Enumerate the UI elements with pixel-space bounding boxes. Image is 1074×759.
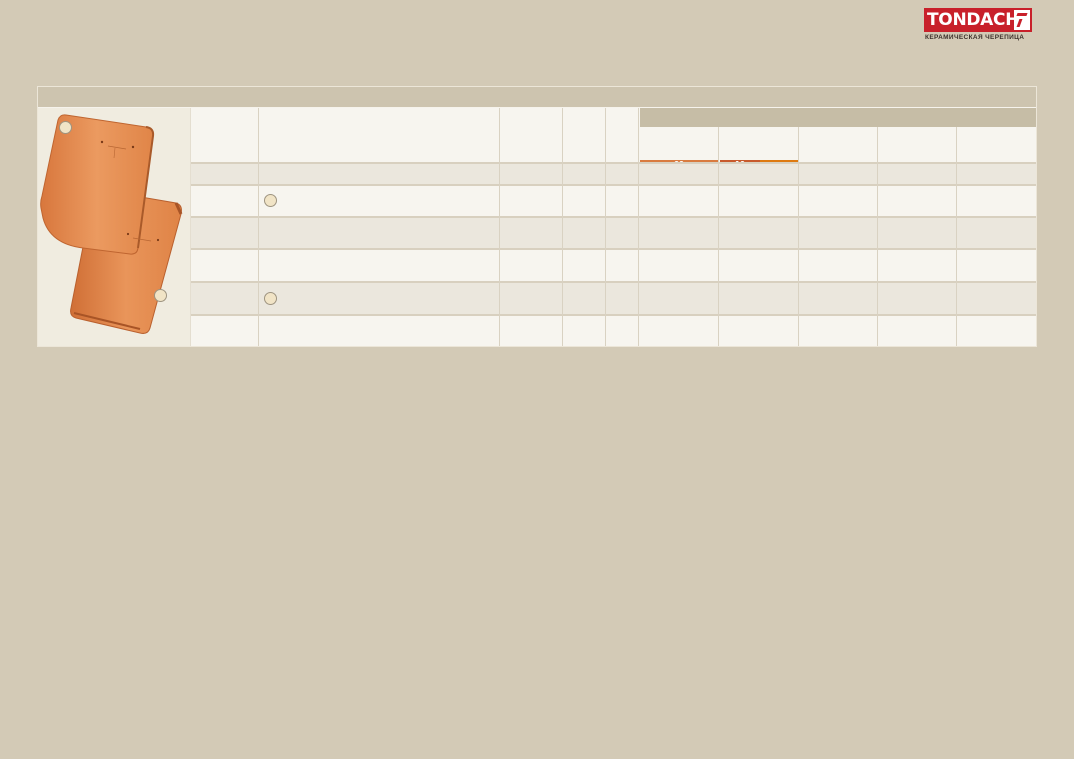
table-row [191, 250, 1036, 281]
panel-header-bar [38, 87, 1036, 107]
row-marker [264, 292, 277, 305]
table-row [191, 164, 1036, 184]
roof-tile-illustration [40, 114, 183, 334]
tondach-logo: TONDACH КЕРАМИЧЕСКАЯ ЧЕРЕПИЦА [924, 8, 1034, 44]
color-group-header-band [640, 108, 1036, 127]
table-row [191, 283, 1036, 314]
column-divider [258, 108, 259, 346]
column-divider [956, 127, 957, 346]
row-divider [191, 184, 1036, 186]
header-divider [191, 162, 1036, 164]
column-divider [190, 108, 191, 346]
table-row [191, 186, 1036, 216]
column-divider [499, 108, 500, 346]
logo-symbol-icon [1014, 10, 1030, 30]
tile-front [40, 114, 155, 255]
column-divider [718, 127, 719, 346]
spec-table: 00 10 [190, 108, 1036, 346]
front-tile-marker [59, 121, 72, 134]
row-divider [191, 248, 1036, 250]
table-row [191, 316, 1036, 346]
tile-back-marks [126, 232, 160, 242]
column-divider [798, 127, 799, 346]
back-tile-marker [154, 289, 167, 302]
logo-wordmark: TONDACH [927, 10, 1020, 30]
column-divider [605, 108, 606, 346]
column-divider [562, 108, 563, 346]
row-marker [264, 194, 277, 207]
row-divider [191, 216, 1036, 218]
product-image-cell [38, 108, 190, 346]
table-row [191, 218, 1036, 248]
row-divider [191, 281, 1036, 283]
column-divider [877, 127, 878, 346]
product-table-panel: 00 10 [37, 86, 1037, 347]
row-divider [191, 314, 1036, 316]
logo-tagline: КЕРАМИЧЕСКАЯ ЧЕРЕПИЦА [925, 34, 1025, 41]
logo-badge: TONDACH [924, 8, 1032, 32]
column-divider [638, 108, 639, 346]
